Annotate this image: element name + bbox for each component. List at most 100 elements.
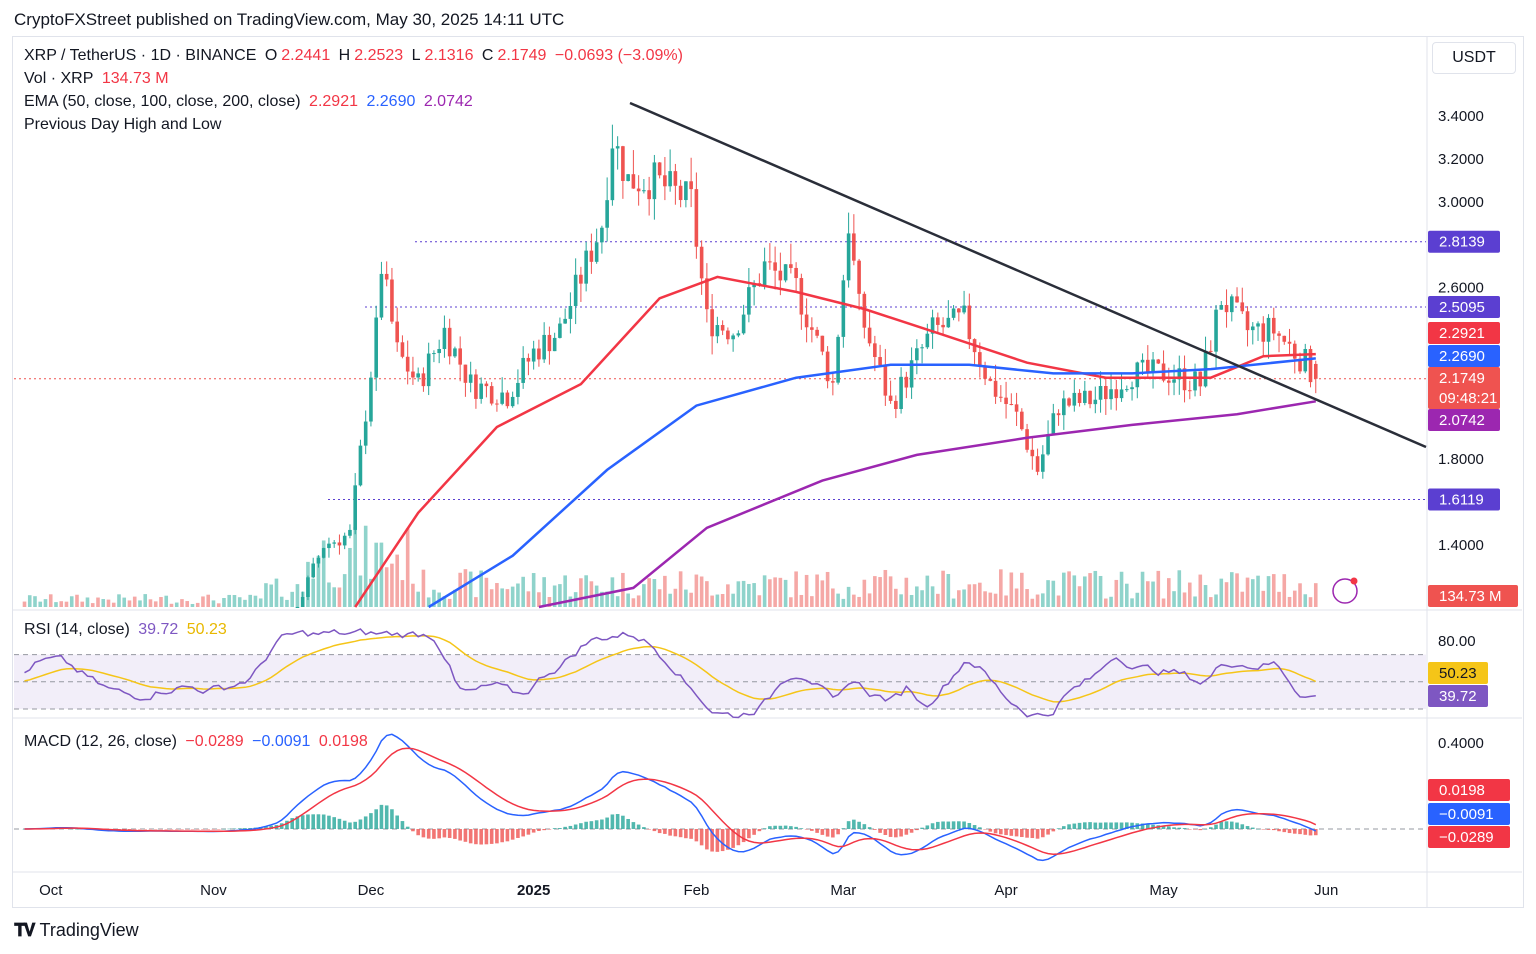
- volume-bar: [920, 590, 924, 607]
- volume-bar: [75, 594, 79, 607]
- candle-body: [1266, 317, 1271, 342]
- volume-bar: [190, 603, 195, 607]
- volume-bar: [531, 573, 536, 607]
- candle-body: [1256, 323, 1260, 327]
- ema-legend: EMA (50, close, 100, close, 200, close) …: [24, 93, 477, 111]
- macd-histogram-bar: [369, 813, 373, 829]
- volume-bar: [752, 583, 756, 607]
- candle-body: [993, 380, 998, 397]
- volume-bar: [694, 574, 699, 607]
- price-badge: [1428, 296, 1500, 319]
- time-tick-label: Dec: [358, 882, 385, 899]
- candle-body: [390, 279, 394, 322]
- candle-body: [1208, 350, 1213, 352]
- change-value: −0.0693 (−3.09%): [554, 47, 683, 64]
- time-tick-label: Jun: [1314, 882, 1338, 899]
- volume-bar: [747, 583, 751, 607]
- macd-histogram-bar: [542, 829, 546, 831]
- volume-bar: [894, 588, 898, 607]
- volume-bar: [988, 592, 993, 607]
- volume-bar: [768, 579, 772, 607]
- countdown-label: 09:48:21: [1439, 390, 1497, 407]
- volume-bar: [38, 601, 43, 607]
- macd-histogram-bar: [1020, 829, 1024, 838]
- price-badge: [1428, 409, 1500, 431]
- candle-body: [484, 383, 489, 387]
- macd-tick-label: 0.4000: [1438, 735, 1484, 752]
- volume-bar: [516, 583, 520, 607]
- candle-body: [673, 171, 678, 186]
- macd-histogram-bar: [1051, 829, 1056, 832]
- chart-frame[interactable]: [12, 36, 1524, 908]
- macd-histogram-bar: [1030, 829, 1035, 839]
- rsi-tick-label: 80.00: [1438, 633, 1476, 650]
- macd-histogram-bar: [342, 820, 347, 829]
- macd-histogram-bar: [1240, 824, 1245, 829]
- volume-bar: [778, 577, 783, 607]
- candle-body: [395, 321, 399, 343]
- macd-histogram-bar: [227, 828, 232, 830]
- macd-histogram-bar: [1104, 822, 1108, 829]
- macd-histogram-bar: [726, 829, 730, 850]
- candle-body: [694, 189, 699, 247]
- price-badge-label: 2.2921: [1439, 325, 1485, 342]
- macd-histogram-bar: [138, 829, 142, 830]
- macd-histogram-bar: [657, 829, 662, 834]
- candle-body: [915, 348, 919, 361]
- volume-bar: [211, 600, 216, 607]
- macd-histogram-bar: [941, 821, 945, 829]
- macd-histogram-bar: [1093, 822, 1098, 829]
- volume-bar: [447, 598, 452, 607]
- macd-histogram-bar: [1072, 823, 1077, 829]
- candle-body: [1182, 368, 1187, 391]
- candle-body: [426, 353, 431, 387]
- macd-histogram-bar: [484, 829, 489, 845]
- price-badge: [1428, 322, 1500, 344]
- macd-histogram-bar: [852, 819, 856, 829]
- candle-body: [999, 396, 1003, 398]
- volume-bar: [500, 588, 504, 607]
- candle-body: [899, 376, 903, 409]
- rsi-legend: RSI (14, close) 39.72 50.23: [24, 621, 231, 639]
- price-tick-label: 1.8000: [1438, 451, 1484, 468]
- candle-body: [510, 396, 515, 407]
- low-value: 2.1316: [424, 47, 474, 64]
- volume-bar: [69, 596, 74, 607]
- volume-bar: [1256, 575, 1260, 607]
- volume-bar: [416, 591, 420, 607]
- alert-lightning-icon: [1332, 578, 1358, 604]
- macd-histogram-bar: [573, 824, 578, 829]
- volume-bar: [1135, 592, 1140, 607]
- volume-bar: [337, 587, 342, 607]
- macd-histogram-bar: [684, 829, 688, 839]
- candle-body: [747, 287, 751, 315]
- macd-histogram-bar: [379, 804, 384, 829]
- macd-histogram-bar: [878, 829, 882, 833]
- candle-body: [930, 317, 935, 334]
- volume-bar: [1077, 586, 1082, 607]
- macd-histogram-bar: [694, 829, 699, 842]
- volume-bar: [552, 585, 557, 607]
- volume-bar: [836, 593, 840, 607]
- macd-histogram-bar: [621, 815, 625, 829]
- candle-body: [967, 305, 972, 340]
- macd-histogram-bar: [358, 819, 363, 829]
- macd-histogram-bar: [290, 818, 295, 829]
- footer-brand[interactable]: 𝐓𝐕 TradingView: [14, 920, 139, 941]
- macd-histogram-bar: [363, 816, 368, 829]
- volume-bar: [316, 555, 321, 607]
- macd-histogram-bar: [311, 814, 315, 829]
- volume-bar: [185, 601, 190, 607]
- candle-body: [705, 278, 709, 310]
- candle-body: [815, 329, 819, 336]
- candle-body: [841, 280, 846, 337]
- volume-bar: [358, 575, 363, 607]
- candle-body: [400, 342, 405, 357]
- volume-bar: [27, 595, 32, 607]
- volume-bar: [794, 571, 798, 607]
- currency-button[interactable]: USDT: [1432, 42, 1516, 74]
- candle-body: [846, 233, 851, 281]
- time-tick-label: Oct: [39, 882, 63, 899]
- volume-bar: [59, 601, 64, 607]
